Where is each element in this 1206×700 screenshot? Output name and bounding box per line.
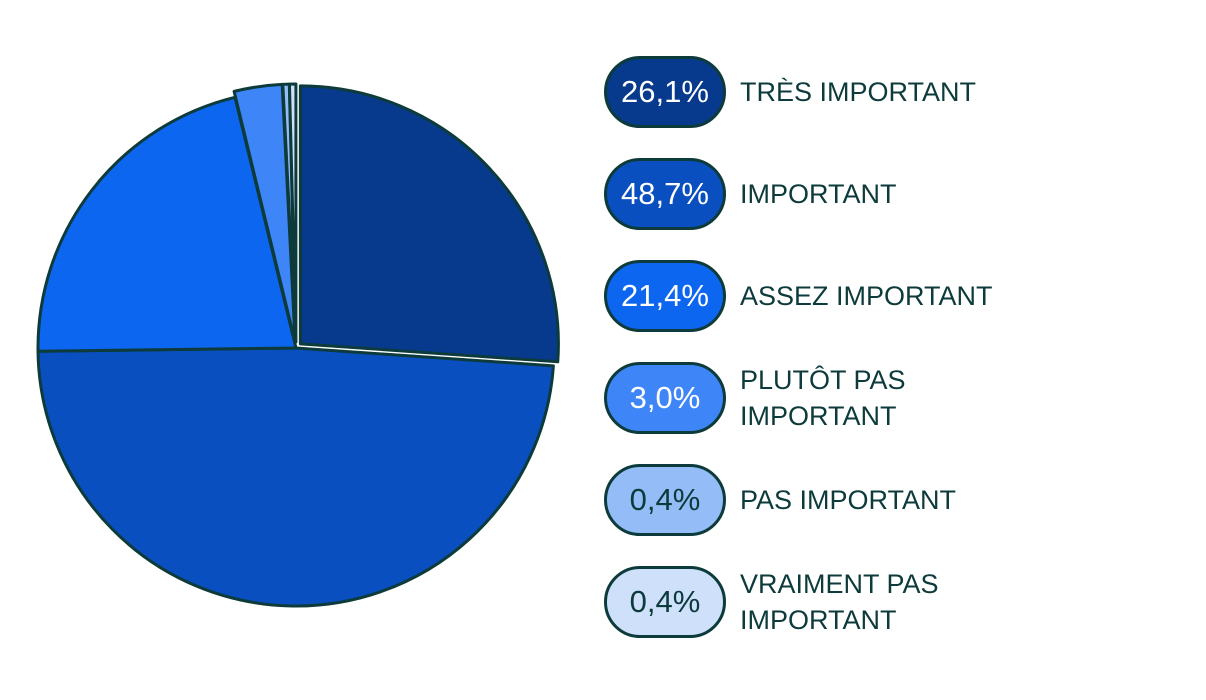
legend-label: ASSEZ IMPORTANT xyxy=(740,281,993,311)
legend-value-badge: 0,4% xyxy=(604,464,726,536)
legend-label: VRAIMENT PAS IMPORTANT xyxy=(740,569,939,635)
legend-value-badge: 0,4% xyxy=(604,566,726,638)
legend-value-badge: 48,7% xyxy=(604,158,726,230)
pie-slice xyxy=(287,82,298,344)
pie-slice xyxy=(298,84,560,364)
legend-item: 26,1% TRÈS IMPORTANT xyxy=(604,54,1040,130)
legend-item: 3,0% PLUTÔT PAS IMPORTANT xyxy=(604,360,1040,436)
legend-item: 48,7% IMPORTANT xyxy=(604,156,1040,232)
legend-label: TRÈS IMPORTANT xyxy=(740,77,977,107)
legend-item: 21,4% ASSEZ IMPORTANT xyxy=(604,258,1040,334)
legend-value-badge: 3,0% xyxy=(604,362,726,434)
pie-slice xyxy=(36,346,555,608)
pie-chart xyxy=(36,82,560,608)
legend-label: PAS IMPORTANT xyxy=(740,485,957,515)
legend-value-badge: 26,1% xyxy=(604,56,726,128)
legend-value-badge: 21,4% xyxy=(604,260,726,332)
legend-item: 0,4% VRAIMENT PAS IMPORTANT xyxy=(604,564,1040,640)
legend-label: IMPORTANT xyxy=(740,179,897,209)
pie-slice xyxy=(36,95,298,353)
legend-label: PLUTÔT PAS IMPORTANT xyxy=(740,365,906,431)
legend-item: 0,4% PAS IMPORTANT xyxy=(604,462,1040,538)
